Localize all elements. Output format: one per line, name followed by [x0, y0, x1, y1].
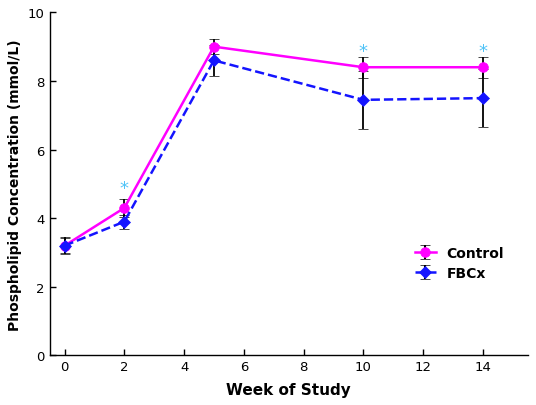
Text: *: * — [478, 43, 487, 60]
Legend: Control, FBCx: Control, FBCx — [408, 240, 511, 287]
X-axis label: Week of Study: Week of Study — [226, 382, 351, 396]
Text: *: * — [359, 43, 368, 60]
Text: *: * — [120, 179, 129, 198]
Y-axis label: Phospholipid Concentration (mmol/L): Phospholipid Concentration (mmol/L) — [9, 39, 23, 330]
